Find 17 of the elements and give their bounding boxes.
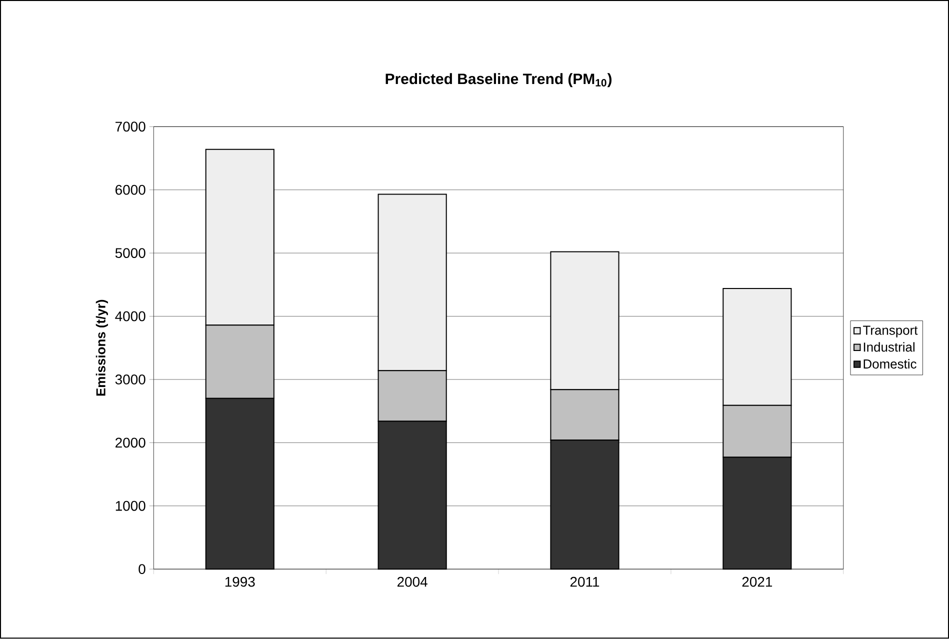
legend-label: Transport [863, 326, 918, 338]
y-tick-label: 1000 [116, 501, 146, 511]
chart-title: Predicted Baseline Trend (PM$_{10}$) [386, 73, 612, 88]
y-axis-title: Emissions (t/yr) [96, 300, 108, 396]
y-tick-label: 0 [138, 564, 146, 574]
y-tick-label: 7000 [116, 122, 146, 132]
legend-label: Domestic [864, 359, 916, 369]
x-tick-label: 1993 [225, 577, 255, 587]
y-tick-label: 6000 [116, 185, 146, 195]
x-tick-label: 2011 [570, 577, 600, 587]
x-tick-label: 2021 [742, 577, 772, 587]
legend-label: Industrial [864, 342, 914, 352]
y-tick-label: 3000 [115, 374, 146, 385]
y-tick-label: 2000 [116, 438, 146, 448]
y-tick-label: 5000 [115, 248, 146, 258]
y-tick-label: 4000 [115, 311, 146, 322]
x-tick-label: 2004 [397, 577, 428, 587]
